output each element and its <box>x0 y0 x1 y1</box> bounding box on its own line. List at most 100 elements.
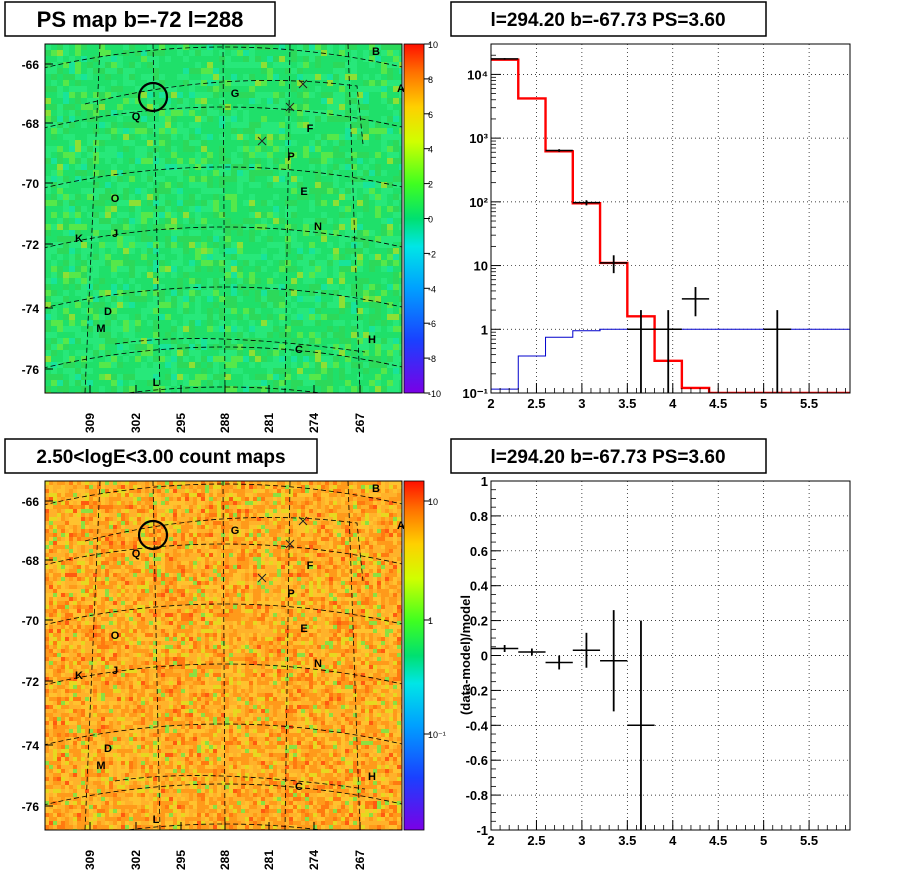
map-pixel <box>293 569 297 573</box>
map-pixel <box>333 356 339 362</box>
map-pixel <box>339 266 345 272</box>
map-pixel <box>301 545 305 549</box>
map-pixel <box>273 182 279 188</box>
map-pixel <box>265 577 269 581</box>
map-pixel <box>261 549 265 553</box>
map-pixel <box>181 513 185 517</box>
map-pixel <box>339 308 345 314</box>
map-pixel <box>353 501 357 505</box>
map-pixel <box>177 254 183 260</box>
map-pixel <box>249 505 253 509</box>
map-pixel <box>153 218 159 224</box>
map-pixel <box>201 493 205 497</box>
map-pixel <box>61 629 65 633</box>
map-pixel <box>157 541 161 545</box>
map-pixel <box>213 585 217 589</box>
map-pixel <box>297 529 301 533</box>
map-pixel <box>345 593 349 597</box>
map-pixel <box>209 637 213 641</box>
map-pixel <box>121 529 125 533</box>
map-pixel <box>333 581 337 585</box>
map-pixel <box>121 505 125 509</box>
map-pixel <box>81 517 85 521</box>
map-pixel <box>399 176 402 182</box>
map-pixel <box>225 509 229 513</box>
map-pixel <box>165 497 169 501</box>
map-pixel <box>213 314 219 320</box>
map-pixel <box>181 593 185 597</box>
map-pixel <box>375 338 381 344</box>
map-pixel <box>269 573 273 577</box>
map-pixel <box>297 605 301 609</box>
map-pixel <box>195 284 201 290</box>
map-pixel <box>99 224 105 230</box>
map-pixel <box>345 521 349 525</box>
map-pixel <box>305 485 309 489</box>
map-pixel <box>363 128 369 134</box>
map-pixel <box>117 621 121 625</box>
map-pixel <box>189 110 195 116</box>
map-pixel <box>393 44 399 50</box>
map-pixel <box>161 481 165 485</box>
map-pixel <box>303 62 309 68</box>
map-pixel <box>315 338 321 344</box>
map-pixel <box>313 497 317 501</box>
map-pixel <box>197 585 201 589</box>
map-pixel <box>361 529 365 533</box>
map-pixel <box>189 242 195 248</box>
map-pixel <box>285 62 291 68</box>
map-pixel <box>61 517 65 521</box>
map-pixel <box>117 585 121 589</box>
map-pixel <box>137 601 141 605</box>
map-pixel <box>75 158 81 164</box>
map-pixel <box>101 581 105 585</box>
map-pixel <box>85 481 89 485</box>
map-pixel <box>57 481 61 485</box>
map-pixel <box>393 380 399 386</box>
map-pixel <box>387 314 393 320</box>
map-pixel <box>393 533 397 537</box>
map-pixel <box>157 485 161 489</box>
map-pixel <box>339 134 345 140</box>
map-pixel <box>111 92 117 98</box>
map-pixel <box>61 573 65 577</box>
map-pixel <box>161 541 165 545</box>
map-pixel <box>121 617 125 621</box>
map-pixel <box>201 509 205 513</box>
map-pixel <box>135 290 141 296</box>
map-pixel <box>297 489 301 493</box>
map-pixel <box>375 314 381 320</box>
map-pixel <box>87 140 93 146</box>
map-pixel <box>225 513 229 517</box>
map-pixel <box>393 489 397 493</box>
map-pixel <box>351 362 357 368</box>
map-pixel <box>73 505 77 509</box>
map-pixel <box>237 266 243 272</box>
map-pixel <box>201 501 205 505</box>
map-y-tick-label: -74 <box>22 302 40 316</box>
map-pixel <box>201 537 205 541</box>
map-pixel <box>169 521 173 525</box>
map-pixel <box>301 605 305 609</box>
map-pixel <box>69 549 73 553</box>
map-pixel <box>195 320 201 326</box>
map-pixel <box>397 481 401 485</box>
map-pixel <box>165 517 169 521</box>
map-pixel <box>45 152 51 158</box>
map-pixel <box>297 92 303 98</box>
map-pixel <box>243 200 249 206</box>
map-pixel <box>57 601 61 605</box>
map-pixel <box>157 621 161 625</box>
map-pixel <box>285 637 289 641</box>
map-pixel <box>219 122 225 128</box>
map-pixel <box>201 314 207 320</box>
map-pixel <box>225 86 231 92</box>
map-pixel <box>375 44 381 50</box>
map-pixel <box>253 569 257 573</box>
map-pixel <box>257 569 261 573</box>
map-pixel <box>97 529 101 533</box>
map-pixel <box>185 577 189 581</box>
map-pixel <box>81 362 87 368</box>
map-pixel <box>157 537 161 541</box>
map-pixel <box>165 581 169 585</box>
